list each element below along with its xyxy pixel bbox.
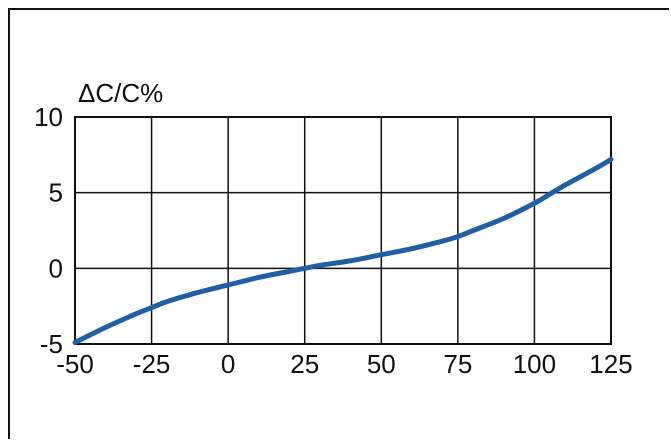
y-tick-label: 0 <box>49 253 63 283</box>
series-line-0 <box>72 156 614 345</box>
y-tick-label: -5 <box>40 329 63 359</box>
x-tick-label: 0 <box>221 349 235 379</box>
y-axis-label: ΔC/C% <box>78 78 163 108</box>
x-tick-label: 125 <box>589 349 632 379</box>
plot-border <box>74 116 612 345</box>
y-axis-ticks: -5 0 5 10 <box>34 102 63 359</box>
y-tick-label: 5 <box>49 178 63 208</box>
y-tick-label: 10 <box>34 102 63 132</box>
x-axis-ticks: -50 -25 0 25 50 75 100 125 <box>56 349 632 379</box>
x-tick-label: -50 <box>56 349 94 379</box>
x-tick-label: 50 <box>367 349 396 379</box>
x-tick-label: -25 <box>133 349 171 379</box>
x-tick-label: 100 <box>513 349 556 379</box>
x-tick-label: 25 <box>290 349 319 379</box>
chart-frame <box>8 8 669 439</box>
x-tick-label: 75 <box>443 349 472 379</box>
chart-grid <box>74 116 612 345</box>
chart-series <box>72 156 614 345</box>
